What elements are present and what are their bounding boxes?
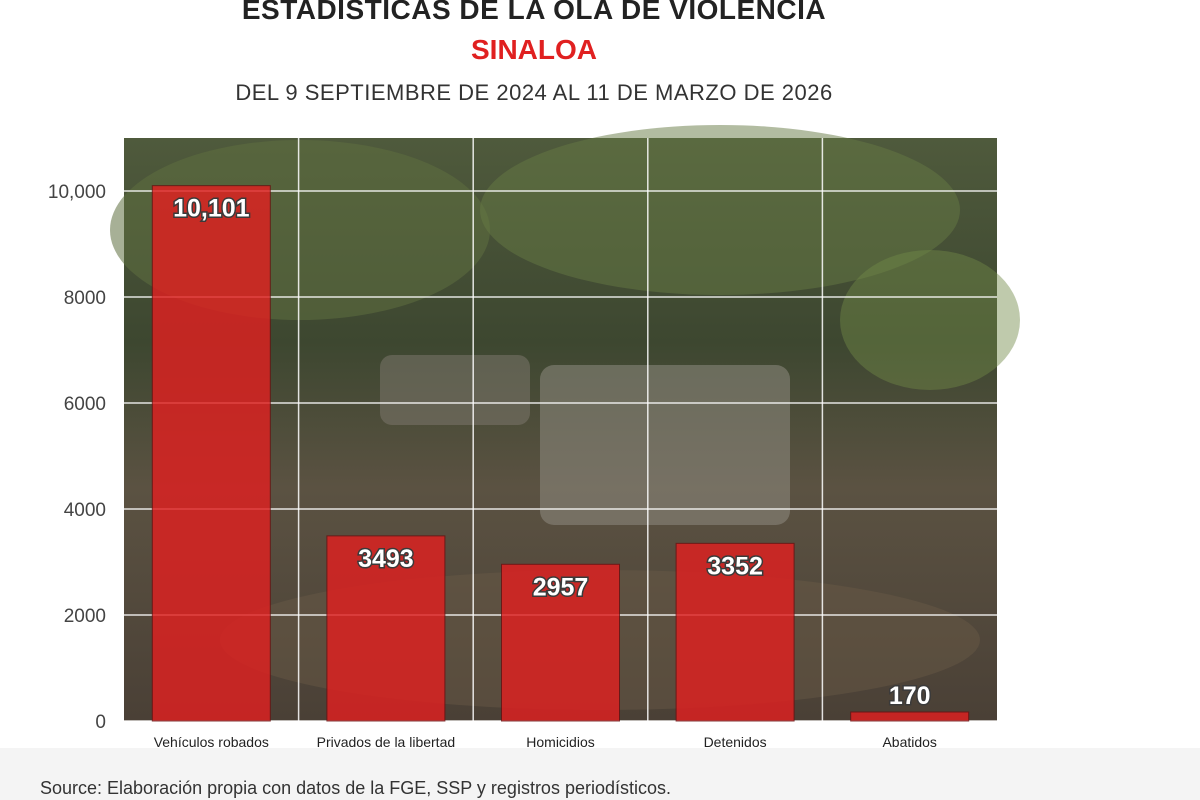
date-range: DEL 9 SEPTIEMBRE DE 2024 AL 11 DE MARZO … bbox=[235, 80, 833, 105]
chart-title: ESTADÍSTICAS DE LA OLA DE VIOLENCIA bbox=[241, 0, 827, 25]
x-tick-label: Abatidos bbox=[882, 734, 936, 750]
bar bbox=[675, 542, 795, 722]
x-tick-label: Homicidios bbox=[526, 734, 594, 750]
y-tick-label: 8000 bbox=[64, 288, 106, 309]
x-tick-label: Vehículos robados bbox=[154, 734, 269, 750]
x-axis: Vehículos robados Privados de la libertad… bbox=[154, 734, 937, 750]
chart-subtitle: SINALOA bbox=[471, 34, 597, 65]
bars bbox=[151, 185, 970, 722]
data-label: 2957 bbox=[533, 573, 589, 601]
data-labels: 10,101 3493 2957 3352 170 bbox=[172, 193, 932, 711]
x-tick-label: Privados de la libertad bbox=[317, 734, 456, 750]
data-label: 3352 bbox=[707, 552, 763, 580]
data-label: 3493 bbox=[358, 545, 414, 573]
x-tick-label: Detenidos bbox=[704, 734, 767, 750]
y-tick-label: 6000 bbox=[64, 394, 106, 415]
y-tick-label: 10,000 bbox=[48, 182, 106, 203]
y-tick-label: 2000 bbox=[64, 606, 106, 627]
bar bbox=[850, 711, 970, 722]
bar bbox=[326, 535, 446, 722]
data-label: 170 bbox=[889, 682, 931, 710]
y-tick-label: 4000 bbox=[64, 500, 106, 521]
y-axis: 0 2000 4000 6000 8000 10,000 bbox=[48, 182, 106, 733]
bar bbox=[151, 185, 271, 722]
source-note: Source: Elaboración propia con datos de … bbox=[40, 778, 671, 798]
data-label: 10,101 bbox=[173, 195, 250, 223]
footer-band bbox=[0, 748, 1200, 800]
y-tick-label: 0 bbox=[95, 712, 106, 733]
bar bbox=[501, 563, 620, 722]
